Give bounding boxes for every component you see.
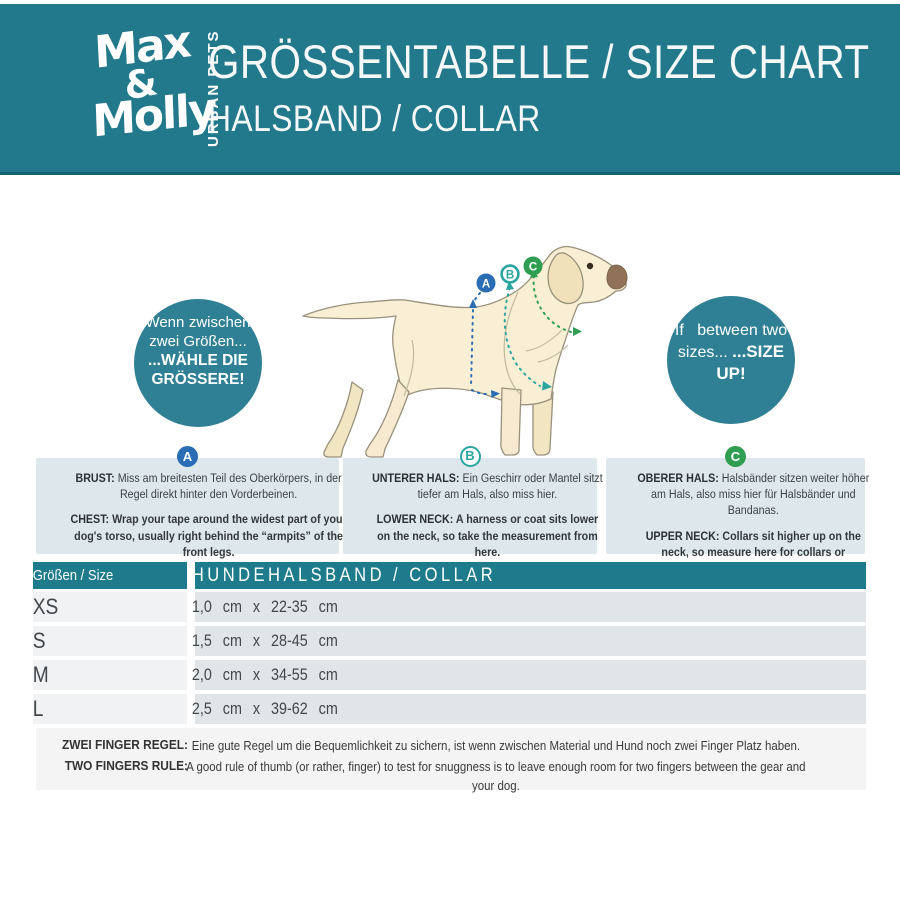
marker-a-box-badge: A	[177, 446, 198, 467]
marker-c-letter: C	[529, 262, 537, 274]
rule-line-en: TWO FINGERS RULE: A good rule of thumb (…	[36, 758, 866, 795]
value-cell: 2,0 cm x 34-55 cm	[192, 660, 866, 690]
upper-neck-text-de: OBERER HALS: Halsbänder sitzen weiter hö…	[637, 471, 870, 518]
upper-neck-label-de: OBERER HALS:	[637, 471, 719, 485]
value-cell: 1,5 cm x 28-45 cm	[192, 626, 866, 656]
rule-line-de: ZWEI FINGER REGEL: Eine gute Regel um di…	[36, 737, 866, 755]
size-up-bubble-en: If between two sizes... ...SIZE UP!	[667, 296, 795, 424]
dog-far-legs	[323, 381, 554, 458]
table-header-collar: HUNDEHALSBAND / COLLAR	[192, 562, 866, 589]
bubble-line: two sizes...	[677, 322, 788, 361]
table-header-size: Größen / Size	[32, 562, 187, 589]
size-table-rows: XS 1,0 cm x 22-35 cm S 1,5 cm x 28-45 cm…	[0, 592, 900, 728]
chest-info-box: A BRUST: Miss am breitesten Teil des Obe…	[36, 446, 347, 559]
chest-label-de: BRUST:	[75, 471, 115, 485]
marker-b-letter: B	[506, 270, 514, 282]
value-cell: 2,5 cm x 39-62 cm	[192, 694, 866, 724]
marker-c-dog-badge: C	[523, 256, 543, 276]
bubble-line: zwischen	[188, 314, 251, 331]
measurement-lines	[470, 275, 572, 395]
marker-c-box-badge: C	[725, 446, 746, 467]
table-row: M 2,0 cm x 34-55 cm	[0, 660, 900, 690]
dog-ear	[547, 252, 584, 305]
lower-neck-text-de: UNTERER HALS: Ein Geschirr oder Mantel s…	[372, 471, 603, 502]
dog-nose	[606, 264, 628, 290]
page-title: GRÖSSENTABELLE / SIZE CHART	[208, 35, 870, 88]
rule-text-de: Eine gute Regel um die Bequemlichkeit zu…	[191, 738, 801, 753]
lower-neck-label-en: LOWER NECK:	[376, 512, 454, 527]
bubble-line: ...SIZE UP!	[716, 342, 785, 383]
marker-a-dog-badge: A	[476, 273, 496, 293]
marker-a-letter: A	[482, 279, 490, 291]
lower-neck-info-box: B UNTERER HALS: Ein Geschirr oder Mantel…	[343, 446, 603, 559]
rule-text-en: A good rule of thumb (or rather, finger)…	[186, 759, 806, 793]
rule-label-en: TWO FINGERS RULE:	[64, 758, 188, 774]
header-titles: GRÖSSENTABELLE / SIZE CHART HALSBAND / C…	[208, 34, 888, 140]
size-cell: S	[32, 626, 187, 656]
brand-name-bottom: Molly	[91, 83, 216, 148]
two-fingers-rule-note: ZWEI FINGER REGEL: Eine gute Regel um di…	[36, 728, 866, 793]
table-row: L 2,5 cm x 39-62 cm	[0, 694, 900, 724]
table-row: S 1,5 cm x 28-45 cm	[0, 626, 900, 656]
header-band: Max & Molly URBAN PETS GRÖSSENTABELLE / …	[0, 4, 900, 175]
bubble-line: Wenn	[145, 314, 185, 331]
dog-eye	[586, 262, 594, 270]
marker-b-box-badge: B	[459, 446, 481, 467]
table-row: XS 1,0 cm x 22-35 cm	[0, 592, 900, 622]
page-subtitle: HALSBAND / COLLAR	[208, 98, 541, 139]
chest-text-en: CHEST: Wrap your tape around the widest …	[70, 512, 347, 559]
dog-illustration: A B C	[302, 245, 628, 458]
chest-label-en: CHEST:	[70, 512, 110, 527]
bubble-line: ...WÄHLE DIE	[148, 352, 248, 369]
upper-neck-info-box: C OBERER HALS: Halsbänder sitzen weiter …	[606, 446, 869, 575]
bubble-line: If between	[674, 322, 758, 339]
rule-label-de: ZWEI FINGER REGEL:	[62, 737, 189, 752]
dog-contours	[403, 291, 569, 397]
size-cell: M	[32, 660, 187, 690]
size-cell: L	[32, 694, 187, 724]
dog-near-legs	[365, 379, 522, 458]
size-cell: XS	[32, 592, 187, 622]
size-up-bubble-de: Wenn zwischen zwei Größen... ...WÄHLE DI…	[134, 299, 262, 427]
lower-neck-label-de: UNTERER HALS:	[372, 471, 460, 485]
brand-logo: Max & Molly URBAN PETS	[91, 16, 222, 158]
bubble-line: zwei Größen...	[149, 333, 247, 350]
value-cell: 1,0 cm x 22-35 cm	[192, 592, 866, 622]
marker-b-dog-badge: B	[500, 264, 520, 284]
chest-text-de: BRUST: Miss am breitesten Teil des Oberk…	[75, 471, 342, 502]
upper-neck-label-en: UPPER NECK:	[645, 528, 720, 543]
bubble-line: GRÖSSERE!	[151, 371, 245, 388]
lower-neck-text-en: LOWER NECK: A harness or coat sits lower…	[376, 512, 599, 559]
